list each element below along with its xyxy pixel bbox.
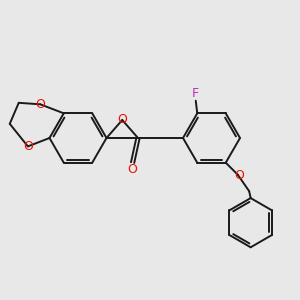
Text: O: O	[23, 140, 33, 153]
Text: O: O	[235, 169, 244, 182]
Text: O: O	[127, 163, 137, 176]
Text: F: F	[192, 87, 199, 100]
Text: O: O	[117, 113, 127, 126]
Text: O: O	[35, 98, 45, 111]
